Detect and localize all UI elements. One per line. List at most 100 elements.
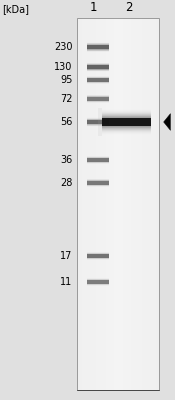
Bar bbox=[77, 18, 159, 390]
Bar bbox=[87, 76, 109, 84]
Bar bbox=[87, 65, 109, 69]
Bar bbox=[87, 279, 109, 285]
Text: 17: 17 bbox=[60, 251, 73, 261]
Bar bbox=[87, 97, 109, 100]
Bar bbox=[87, 78, 109, 82]
Text: 230: 230 bbox=[54, 42, 73, 52]
Bar bbox=[87, 77, 109, 83]
Bar bbox=[87, 120, 109, 124]
Bar bbox=[87, 253, 109, 259]
Bar bbox=[87, 156, 109, 164]
Bar bbox=[87, 280, 109, 284]
Bar bbox=[87, 63, 109, 72]
Bar bbox=[87, 77, 109, 83]
Bar bbox=[87, 43, 109, 52]
Text: 95: 95 bbox=[60, 75, 73, 85]
Bar bbox=[87, 181, 109, 184]
Bar bbox=[87, 65, 109, 70]
Bar bbox=[102, 114, 150, 130]
Text: 1: 1 bbox=[90, 1, 97, 14]
Bar bbox=[87, 254, 109, 258]
Bar bbox=[87, 278, 109, 286]
Bar bbox=[87, 96, 109, 102]
Bar bbox=[102, 112, 150, 132]
Bar bbox=[87, 280, 109, 284]
Bar bbox=[87, 181, 109, 184]
Bar bbox=[87, 44, 109, 50]
Bar bbox=[87, 65, 109, 69]
Bar bbox=[87, 64, 109, 70]
Bar bbox=[87, 158, 109, 162]
Bar bbox=[87, 95, 109, 103]
Text: [kDa]: [kDa] bbox=[2, 4, 29, 14]
Text: 2: 2 bbox=[125, 1, 132, 14]
Bar bbox=[87, 179, 109, 187]
Bar bbox=[87, 180, 109, 186]
Text: 130: 130 bbox=[54, 62, 73, 72]
Text: 36: 36 bbox=[60, 155, 73, 165]
Bar bbox=[87, 78, 109, 82]
Polygon shape bbox=[164, 114, 170, 130]
Bar bbox=[87, 76, 109, 84]
Bar bbox=[87, 42, 109, 52]
Bar bbox=[87, 280, 109, 284]
Bar bbox=[87, 63, 109, 71]
Bar bbox=[102, 110, 150, 134]
Bar bbox=[87, 96, 109, 102]
Bar bbox=[87, 117, 109, 127]
Bar bbox=[87, 118, 109, 126]
Bar bbox=[87, 120, 109, 124]
Bar bbox=[87, 278, 109, 286]
Bar bbox=[87, 280, 109, 284]
Bar bbox=[87, 95, 109, 102]
Bar bbox=[87, 118, 109, 126]
Bar bbox=[102, 116, 150, 128]
Bar bbox=[87, 76, 109, 84]
Bar bbox=[87, 118, 109, 126]
Text: 28: 28 bbox=[60, 178, 73, 188]
Bar bbox=[102, 117, 150, 127]
Bar bbox=[87, 120, 109, 124]
Bar bbox=[102, 113, 150, 131]
Bar bbox=[102, 111, 150, 133]
Bar bbox=[87, 156, 109, 164]
Bar bbox=[102, 115, 150, 129]
Bar bbox=[87, 180, 109, 185]
Bar bbox=[87, 97, 109, 100]
Bar bbox=[87, 97, 109, 101]
Bar bbox=[87, 278, 109, 286]
Bar bbox=[87, 95, 109, 103]
Bar bbox=[87, 181, 109, 185]
Bar bbox=[87, 158, 109, 162]
Bar bbox=[87, 45, 109, 49]
Bar bbox=[87, 252, 109, 260]
Bar bbox=[87, 78, 109, 82]
Bar bbox=[87, 180, 109, 186]
Bar bbox=[87, 254, 109, 258]
Bar bbox=[87, 252, 109, 260]
Bar bbox=[87, 254, 109, 258]
Bar bbox=[87, 179, 109, 186]
Bar bbox=[87, 279, 109, 285]
Bar bbox=[87, 44, 109, 51]
Text: 72: 72 bbox=[60, 94, 73, 104]
Bar bbox=[102, 109, 150, 135]
Bar bbox=[87, 62, 109, 72]
Bar bbox=[87, 252, 109, 260]
Bar bbox=[98, 108, 102, 136]
Bar bbox=[87, 44, 109, 50]
Bar bbox=[87, 157, 109, 163]
Bar bbox=[87, 158, 109, 162]
Bar bbox=[87, 43, 109, 51]
Bar bbox=[87, 45, 109, 49]
Bar bbox=[87, 119, 109, 125]
Bar bbox=[87, 158, 109, 162]
Bar bbox=[87, 78, 109, 82]
Text: 11: 11 bbox=[60, 277, 73, 287]
Bar bbox=[87, 253, 109, 259]
Bar bbox=[87, 119, 109, 125]
Bar bbox=[87, 157, 109, 163]
Bar bbox=[102, 118, 150, 126]
Bar bbox=[87, 156, 109, 164]
Bar bbox=[102, 118, 150, 126]
